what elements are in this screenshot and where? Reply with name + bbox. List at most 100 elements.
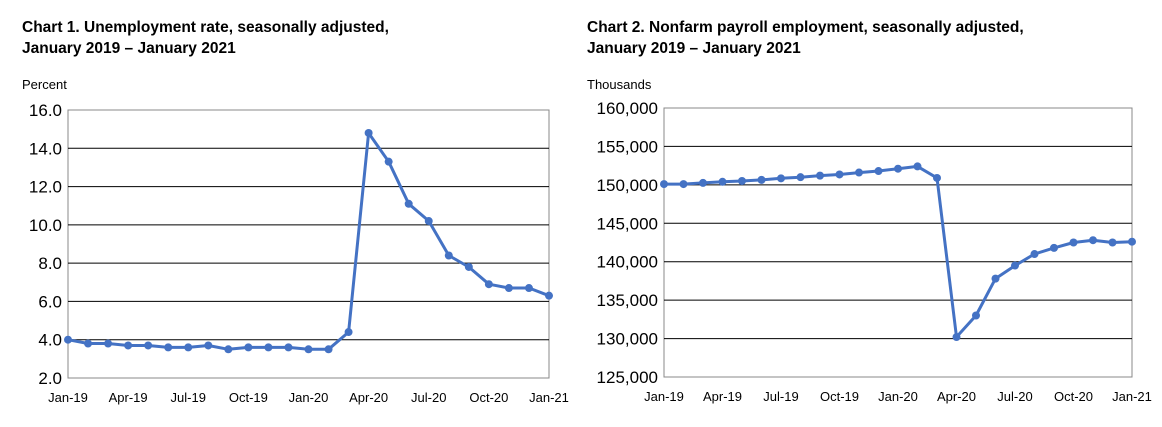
data-point <box>444 251 453 260</box>
data-point <box>284 343 293 352</box>
chart-title: Chart 1. Unemployment rate, seasonally a… <box>22 17 562 59</box>
data-point <box>224 345 233 354</box>
data-point <box>796 173 805 182</box>
y-axis-unit-label: Thousands <box>587 77 652 92</box>
x-tick-label: Apr-20 <box>349 390 388 405</box>
y-tick-label: 145,000 <box>597 214 658 233</box>
y-tick-label: 160,000 <box>597 99 658 118</box>
data-point <box>1069 238 1078 247</box>
x-tick-label: Apr-19 <box>109 390 148 405</box>
x-tick-label: Oct-19 <box>229 390 268 405</box>
data-point <box>738 177 746 186</box>
plot-area-frame <box>67 109 550 379</box>
unemployment-line-chart: Percent 2.0 4.0 6.0 8.0 10.0 12.0 14.0 16.0 Jan-… <box>22 77 569 405</box>
data-point <box>244 343 253 352</box>
x-tick-label: Jan-21 <box>1112 389 1152 404</box>
data-point <box>972 311 980 320</box>
x-tick-label: Oct-20 <box>1054 389 1093 404</box>
data-point <box>524 284 533 293</box>
chart-title-line-2: January 2019 – January 2021 <box>587 40 801 57</box>
data-point <box>1108 238 1117 247</box>
y-tick-label: 140,000 <box>597 253 658 272</box>
data-point <box>545 291 553 300</box>
x-tick-label: Jul-19 <box>763 389 798 404</box>
data-point <box>404 199 413 208</box>
data-point <box>855 168 863 177</box>
data-point <box>679 180 688 189</box>
y-tick-label: 125,000 <box>597 368 658 387</box>
chart-title-line-2: January 2019 – January 2021 <box>22 40 236 57</box>
data-point <box>1050 243 1058 252</box>
x-tick-label: Oct-19 <box>820 389 859 404</box>
data-point <box>835 170 844 179</box>
data-point <box>952 333 961 342</box>
data-point <box>816 171 824 180</box>
data-point <box>718 177 727 186</box>
y-tick-label: 2.0 <box>38 369 62 388</box>
y-tick-label: 155,000 <box>597 137 658 156</box>
x-tick-label: Jul-19 <box>171 390 206 405</box>
y-tick-label: 16.0 <box>29 101 62 120</box>
data-point <box>991 274 1000 283</box>
x-tick-label: Oct-20 <box>469 390 508 405</box>
x-tick-label: Jan-19 <box>48 390 88 405</box>
data-point <box>364 128 373 137</box>
data-point <box>1089 236 1097 245</box>
data-point <box>660 180 668 189</box>
y-tick-label: 4.0 <box>38 331 62 350</box>
data-point <box>184 343 193 352</box>
data-point <box>504 284 513 293</box>
plot-area-frame <box>663 107 1133 378</box>
data-point <box>344 328 353 337</box>
chart-panel-payroll: Chart 2. Nonfarm payroll employment, sea… <box>581 0 1162 427</box>
x-tick-label: Jan-20 <box>878 389 918 404</box>
chart-title-line-1: Chart 1. Unemployment rate, seasonally a… <box>22 19 389 36</box>
chart-title: Chart 2. Nonfarm payroll employment, sea… <box>587 17 1127 59</box>
data-point <box>384 157 393 166</box>
data-point <box>484 280 493 289</box>
data-point <box>933 173 941 182</box>
data-point <box>144 341 153 350</box>
x-tick-label: Jan-19 <box>644 389 684 404</box>
x-tick-label: Apr-20 <box>937 389 976 404</box>
y-axis-unit-label: Percent <box>22 77 67 92</box>
y-tick-label: 150,000 <box>597 176 658 195</box>
data-point <box>164 343 173 352</box>
data-point <box>204 341 213 350</box>
y-tick-label: 14.0 <box>29 139 62 158</box>
chart-panel-unemployment: Chart 1. Unemployment rate, seasonally a… <box>22 17 569 405</box>
x-tick-label: Jul-20 <box>997 389 1032 404</box>
data-point <box>874 167 883 176</box>
data-point <box>894 164 902 173</box>
payroll-line-chart: Thousands 125,000 130,000 135,000 140,000 14… <box>587 77 1152 404</box>
data-point <box>264 343 273 352</box>
y-tick-label: 12.0 <box>29 178 62 197</box>
data-point <box>424 217 433 226</box>
series-line <box>664 164 1133 339</box>
y-tick-label: 130,000 <box>597 330 658 349</box>
data-point <box>777 174 785 183</box>
data-point <box>324 345 333 354</box>
data-point <box>1011 261 1019 270</box>
data-point <box>124 341 133 350</box>
data-point <box>1030 250 1039 259</box>
data-point <box>64 335 72 344</box>
data-point <box>913 162 922 171</box>
data-point <box>699 178 707 187</box>
data-point <box>757 175 766 184</box>
x-tick-label: Apr-19 <box>703 389 742 404</box>
x-tick-label: Jan-20 <box>289 390 329 405</box>
data-point <box>84 339 93 348</box>
data-point <box>304 345 313 354</box>
x-tick-label: Jan-21 <box>529 390 569 405</box>
data-point <box>104 339 113 348</box>
y-tick-label: 8.0 <box>38 254 62 273</box>
data-point <box>464 262 473 271</box>
y-tick-label: 10.0 <box>29 216 62 235</box>
chart-title-line-1: Chart 2. Nonfarm payroll employment, sea… <box>587 19 1024 36</box>
data-point <box>1128 237 1136 246</box>
x-tick-label: Jul-20 <box>411 390 446 405</box>
y-tick-label: 6.0 <box>38 292 62 311</box>
y-tick-label: 135,000 <box>597 291 658 310</box>
series-line <box>67 131 550 351</box>
